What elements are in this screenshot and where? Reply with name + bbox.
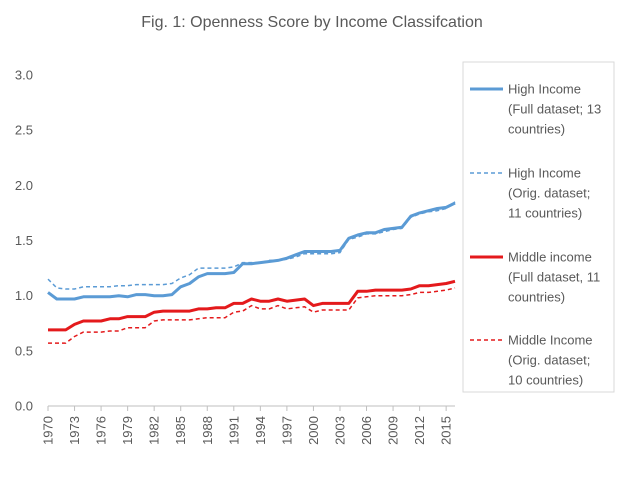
x-tick-label: 2012 [412,416,427,445]
x-tick-label: 1997 [279,416,294,445]
x-tick-label: 1979 [120,416,135,445]
x-tick-label: 1988 [200,416,215,445]
legend: High Income (Full dataset; 13 countries) Hi… [462,61,615,393]
legend-label: countries) [508,122,565,137]
legend-label: (Full dataset, 11 [508,270,600,285]
y-tick-label: 1.0 [15,288,33,303]
x-tick-label: 1982 [147,416,162,445]
legend-label: 11 countries) [508,206,582,221]
legend-label: High Income [508,82,581,97]
legend-label: (Orig. dataset; [508,353,590,368]
legend-box [462,61,615,393]
series-line-1 [47,201,456,301]
x-tick-label: 2000 [306,416,321,445]
y-axis-tick-labels: 0.0 0.5 1.0 1.5 2.0 2.5 3.0 [15,68,33,414]
x-tick-label: 1985 [173,416,188,445]
x-tick-label: 1973 [67,416,82,445]
x-tick-label: 2006 [359,416,374,445]
legend-label: Middle income [508,250,592,265]
legend-label: High Income [508,166,581,181]
legend-label: (Orig. dataset; [508,186,590,201]
y-tick-label: 0.5 [15,343,33,358]
x-tick-label: 1994 [253,416,268,445]
y-tick-label: 1.5 [15,233,33,248]
series-line-3 [48,279,456,332]
x-tick-label: 1970 [41,416,56,445]
y-tick-label: 0.0 [15,399,33,414]
legend-label: Middle Income [508,333,593,348]
x-axis: 1970 1973 1976 1979 1982 1985 1988 1991 1994 1997… [41,405,455,445]
series-line-2 [47,201,456,290]
legend-label: 10 countries) [508,373,583,388]
x-tick-label: 2003 [332,416,347,445]
y-tick-label: 2.0 [15,178,33,193]
y-tick-label: 2.5 [15,123,33,138]
x-tick-label: 1991 [226,416,241,445]
series-line-4 [48,287,456,344]
y-tick-label: 3.0 [15,68,33,83]
x-tick-label: 2009 [386,416,401,445]
legend-label: (Full dataset; 13 [508,102,601,117]
x-tick-label: 1976 [94,416,109,445]
chart-title: Fig. 1: Openness Score by Income Classif… [141,14,483,31]
x-tick-label: 2015 [439,416,454,445]
legend-label: countries) [508,290,565,305]
series-layer [47,201,456,344]
